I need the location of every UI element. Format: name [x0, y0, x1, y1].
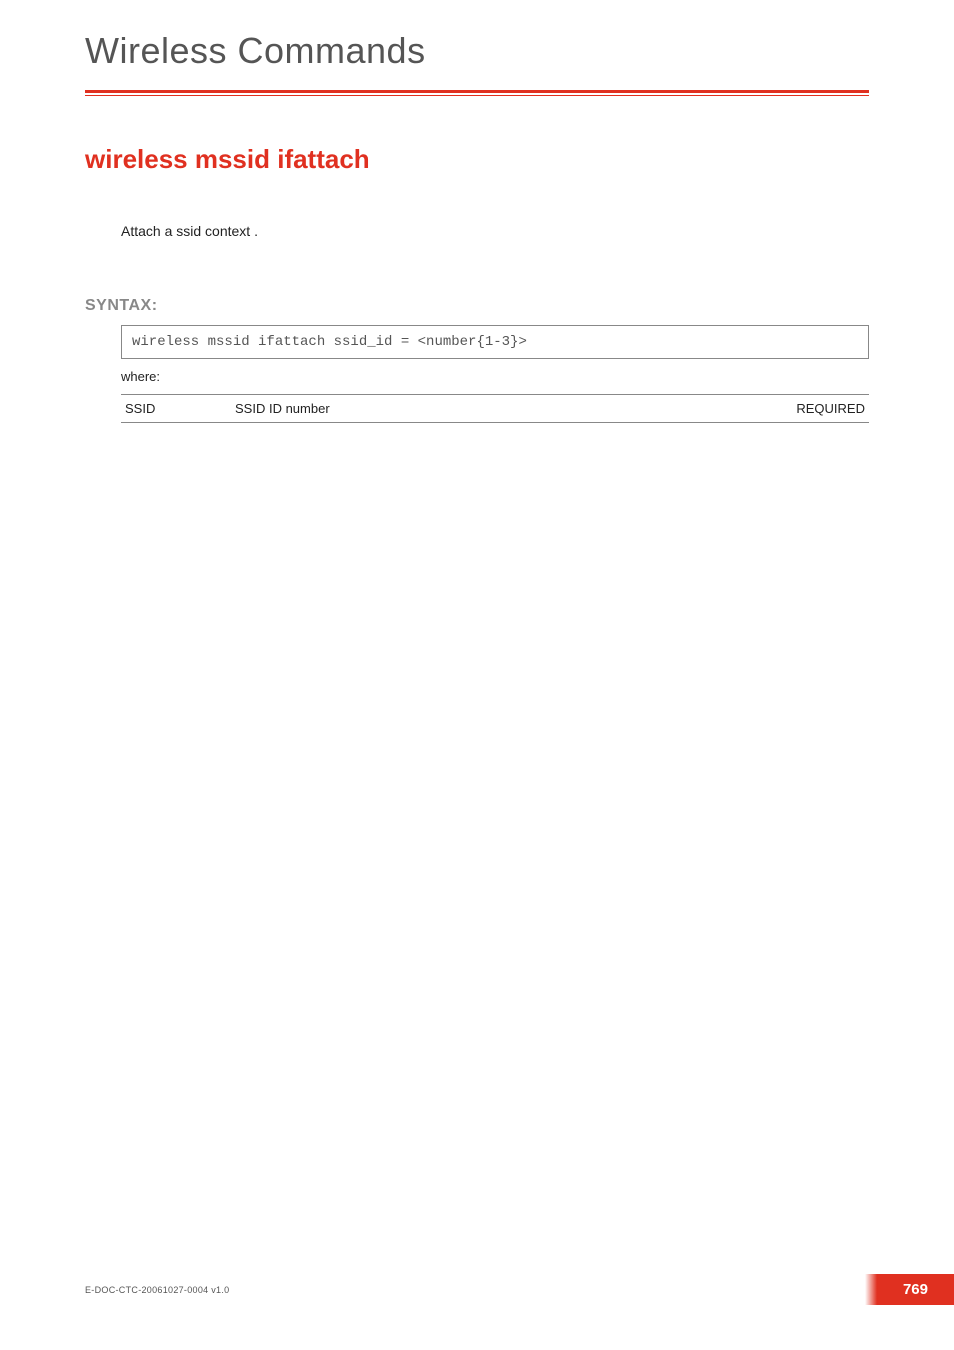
param-name: SSID — [121, 395, 231, 423]
page-number-badge: 769 — [877, 1274, 954, 1305]
header-rule-thin — [85, 95, 869, 96]
command-description: Attach a ssid context . — [121, 223, 869, 239]
param-required: REQUIRED — [759, 395, 869, 423]
where-label: where: — [121, 369, 869, 384]
syntax-label: SYNTAX: — [85, 297, 869, 315]
command-title: wireless mssid ifattach — [85, 144, 869, 175]
table-row: SSID SSID ID number REQUIRED — [121, 395, 869, 423]
doc-id: E-DOC-CTC-20061027-0004 v1.0 — [85, 1285, 229, 1295]
param-table: SSID SSID ID number REQUIRED — [121, 394, 869, 423]
header-rule-thick — [85, 90, 869, 93]
param-desc: SSID ID number — [231, 395, 759, 423]
syntax-code-box: wireless mssid ifattach ssid_id = <numbe… — [121, 325, 869, 359]
page-header-title: Wireless Commands — [85, 30, 869, 72]
